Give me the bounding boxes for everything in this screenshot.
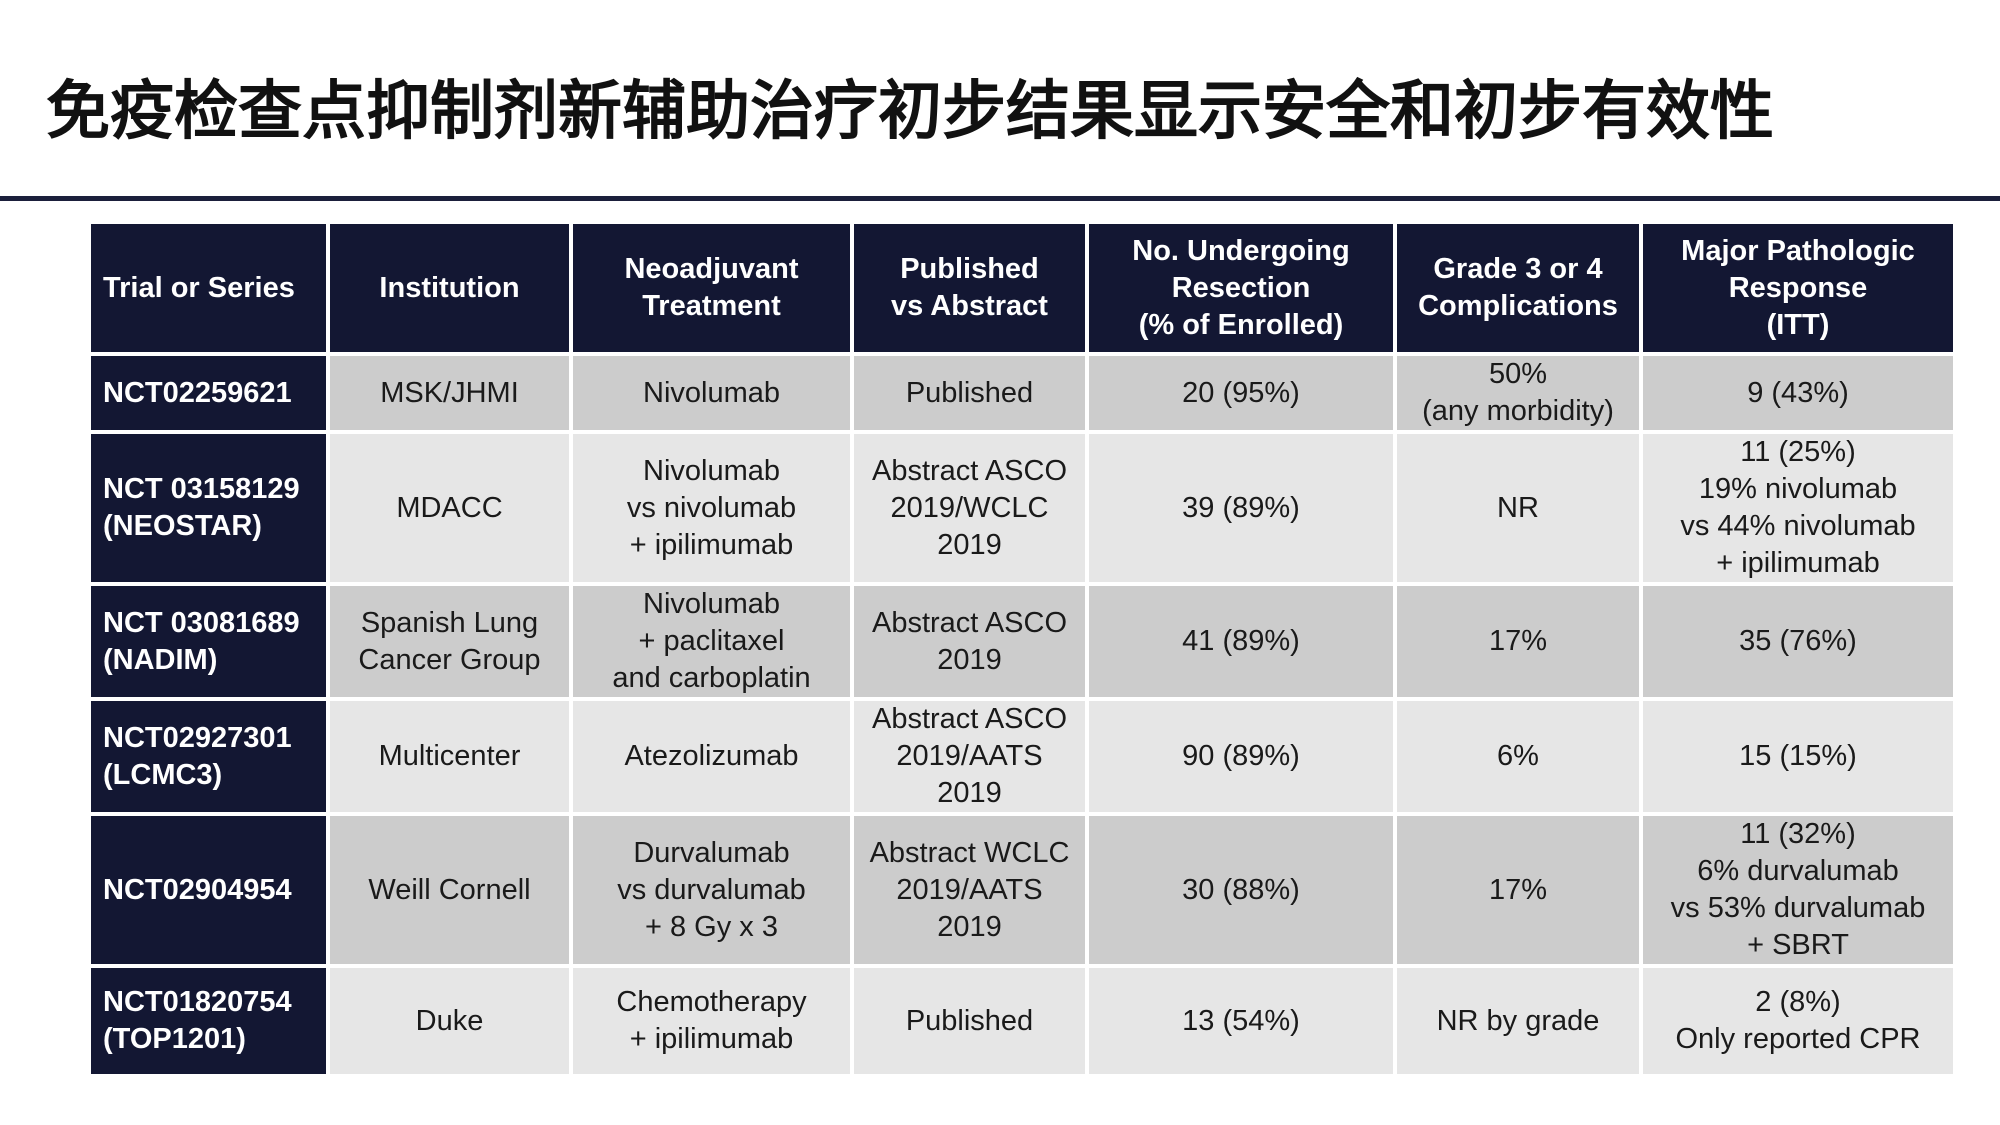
publication-cell: Published <box>850 352 1089 434</box>
trial-id: NCT02259621 <box>87 352 330 434</box>
institution-cell: Multicenter <box>326 697 573 816</box>
complications-cell: NR <box>1393 430 1643 586</box>
header-trial: Trial or Series <box>87 220 330 356</box>
resection-cell: 20 (95%) <box>1085 352 1397 434</box>
table-row: NCT02259621 MSK/JHMI Nivolumab Published… <box>87 352 1957 434</box>
table-row: NCT01820754 (TOP1201) Duke Chemotherapy … <box>87 964 1957 1078</box>
complications-cell: 17% <box>1393 812 1643 968</box>
complications-cell: 50% (any morbidity) <box>1393 352 1643 434</box>
trials-table: Trial or Series Institution Neoadjuvant … <box>87 220 1957 1078</box>
response-cell: 9 (43%) <box>1639 352 1957 434</box>
header-complications: Grade 3 or 4 Complications <box>1393 220 1643 356</box>
publication-cell: Published <box>850 964 1089 1078</box>
institution-cell: Weill Cornell <box>326 812 573 968</box>
treatment-cell: Chemotherapy + ipilimumab <box>569 964 854 1078</box>
trial-id: NCT 03158129 (NEOSTAR) <box>87 430 330 586</box>
resection-cell: 41 (89%) <box>1085 582 1397 701</box>
institution-cell: MSK/JHMI <box>326 352 573 434</box>
resection-cell: 13 (54%) <box>1085 964 1397 1078</box>
complications-cell: 6% <box>1393 697 1643 816</box>
trial-id: NCT01820754 (TOP1201) <box>87 964 330 1078</box>
resection-cell: 30 (88%) <box>1085 812 1397 968</box>
publication-cell: Abstract ASCO 2019 <box>850 582 1089 701</box>
table-row: NCT 03081689 (NADIM) Spanish Lung Cancer… <box>87 582 1957 701</box>
header-treatment: Neoadjuvant Treatment <box>569 220 854 356</box>
response-cell: 11 (25%) 19% nivolumab vs 44% nivolumab … <box>1639 430 1957 586</box>
institution-cell: MDACC <box>326 430 573 586</box>
publication-cell: Abstract ASCO 2019/AATS 2019 <box>850 697 1089 816</box>
response-cell: 15 (15%) <box>1639 697 1957 816</box>
resection-cell: 90 (89%) <box>1085 697 1397 816</box>
response-cell: 35 (76%) <box>1639 582 1957 701</box>
institution-cell: Duke <box>326 964 573 1078</box>
trial-id: NCT02904954 <box>87 812 330 968</box>
header-row: Trial or Series Institution Neoadjuvant … <box>87 220 1957 356</box>
header-resection: No. Undergoing Resection (% of Enrolled) <box>1085 220 1397 356</box>
treatment-cell: Atezolizumab <box>569 697 854 816</box>
header-institution: Institution <box>326 220 573 356</box>
treatment-cell: Nivolumab + paclitaxel and carboplatin <box>569 582 854 701</box>
publication-cell: Abstract WCLC 2019/AATS 2019 <box>850 812 1089 968</box>
publication-cell: Abstract ASCO 2019/WCLC 2019 <box>850 430 1089 586</box>
trial-id: NCT 03081689 (NADIM) <box>87 582 330 701</box>
complications-cell: 17% <box>1393 582 1643 701</box>
table-row: NCT02904954 Weill Cornell Durvalumab vs … <box>87 812 1957 968</box>
title-divider <box>0 196 2000 201</box>
institution-cell: Spanish Lung Cancer Group <box>326 582 573 701</box>
response-cell: 11 (32%) 6% durvalumab vs 53% durvalumab… <box>1639 812 1957 968</box>
treatment-cell: Durvalumab vs durvalumab + 8 Gy x 3 <box>569 812 854 968</box>
treatment-cell: Nivolumab <box>569 352 854 434</box>
resection-cell: 39 (89%) <box>1085 430 1397 586</box>
table-row: NCT02927301 (LCMC3) Multicenter Atezoliz… <box>87 697 1957 816</box>
table-row: NCT 03158129 (NEOSTAR) MDACC Nivolumab v… <box>87 430 1957 586</box>
header-publication: Published vs Abstract <box>850 220 1089 356</box>
treatment-cell: Nivolumab vs nivolumab + ipilimumab <box>569 430 854 586</box>
complications-cell: NR by grade <box>1393 964 1643 1078</box>
response-cell: 2 (8%) Only reported CPR <box>1639 964 1957 1078</box>
page-title: 免疫检查点抑制剂新辅助治疗初步结果显示安全和初步有效性 <box>46 75 1774 149</box>
trial-id: NCT02927301 (LCMC3) <box>87 697 330 816</box>
header-response: Major Pathologic Response (ITT) <box>1639 220 1957 356</box>
